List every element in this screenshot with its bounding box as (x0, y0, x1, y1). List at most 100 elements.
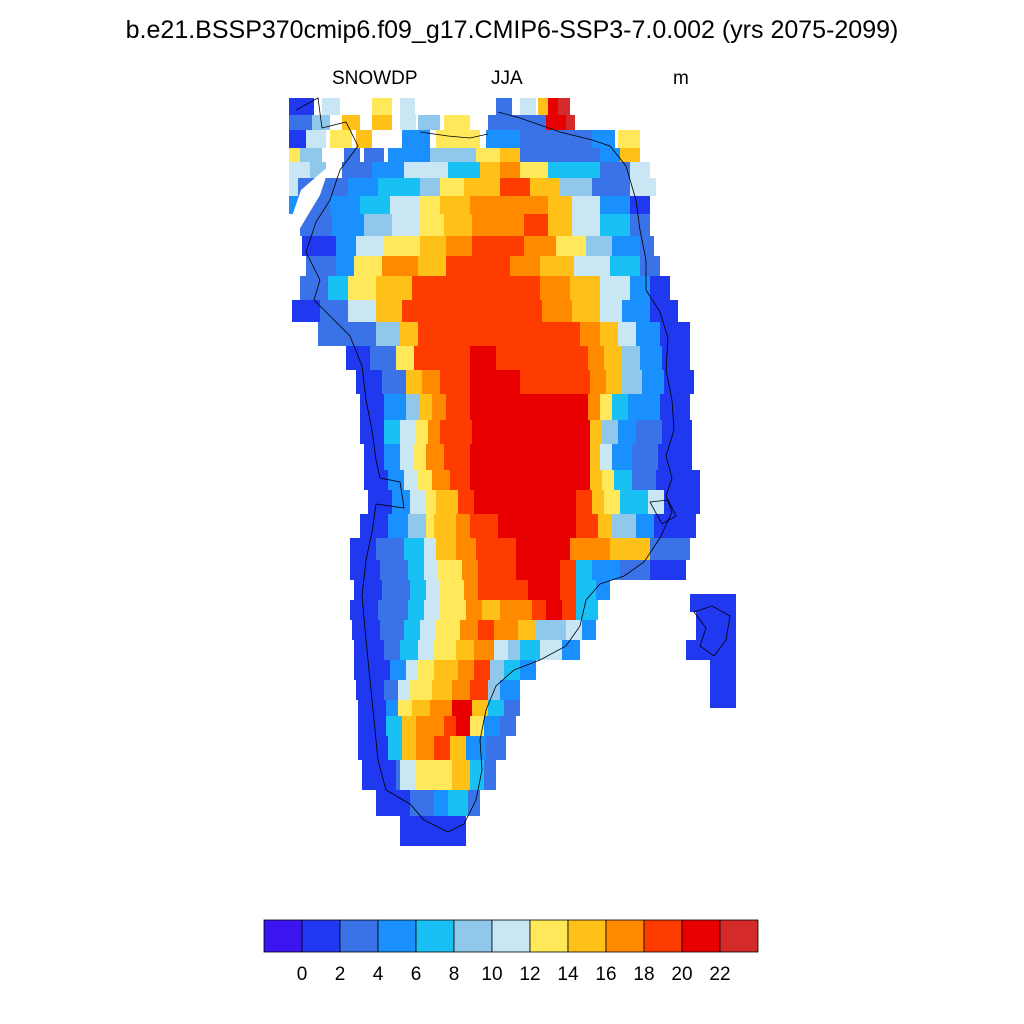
map-cell (696, 612, 736, 640)
map-cell (434, 660, 458, 680)
map-cell (600, 214, 630, 236)
map-cell (600, 322, 618, 346)
map-cell (420, 196, 440, 214)
map-cell (520, 394, 588, 420)
map-cell (436, 538, 456, 560)
map-cell (406, 394, 420, 420)
map-cell (500, 600, 532, 620)
map-cell (478, 560, 492, 580)
map-cell (620, 490, 648, 514)
map-cell (590, 470, 602, 490)
map-cell (630, 196, 650, 214)
map-cell (420, 236, 446, 256)
map-cell (604, 346, 622, 370)
map-cell (576, 580, 596, 600)
map-cell (372, 162, 404, 178)
map-cell (396, 760, 402, 790)
map-cell (358, 700, 386, 716)
map-cell (400, 760, 416, 790)
map-cell (470, 680, 488, 700)
map-cell (404, 620, 420, 640)
map-cell (456, 514, 470, 538)
map-cell (432, 394, 446, 420)
map-cell (426, 444, 444, 470)
map-cell (630, 276, 650, 300)
map-cell (528, 580, 560, 600)
units-label: m (673, 68, 689, 89)
map-cell (452, 760, 470, 790)
map-cell (476, 538, 500, 560)
map-cell (516, 538, 570, 560)
map-cell (360, 394, 384, 420)
map-cell (376, 276, 412, 300)
colorbar-tick-label: 14 (557, 964, 579, 985)
map-cell (348, 300, 376, 322)
map-cell (510, 256, 540, 276)
map-cell (636, 420, 662, 444)
map-cell (548, 98, 558, 115)
map-cell (470, 514, 498, 538)
map-cell (488, 115, 546, 130)
map-cell (542, 300, 572, 322)
map-cell (289, 98, 314, 115)
coastline (693, 605, 731, 657)
map-cell (520, 98, 536, 115)
map-cell (586, 236, 612, 256)
map-cell (500, 538, 516, 560)
map-cell (440, 178, 464, 196)
map-cell (530, 178, 560, 196)
map-cell (392, 214, 420, 236)
map-cell (484, 760, 496, 790)
map-cell (402, 716, 416, 736)
map-cell (620, 560, 650, 580)
colorbar-tick-label: 22 (709, 964, 730, 985)
map-cell (498, 514, 576, 538)
map-cell (576, 490, 592, 514)
map-cell (402, 736, 416, 760)
map-cell (356, 236, 384, 256)
map-cell (384, 236, 420, 256)
map-cell (414, 346, 438, 370)
map-cell (360, 196, 390, 214)
map-cell (590, 370, 606, 394)
map-cell (470, 370, 520, 394)
map-cell (306, 256, 336, 276)
map-cell (356, 680, 384, 700)
map-cell (330, 130, 352, 148)
colorbar-tick-label: 2 (335, 964, 346, 985)
map-cell (400, 115, 416, 130)
map-cell (476, 256, 510, 276)
map-cell (570, 276, 600, 300)
map-cell (628, 394, 660, 420)
map-cell (336, 256, 354, 276)
map-cell (382, 370, 406, 394)
map-cell (404, 538, 424, 560)
map-cell (478, 580, 500, 600)
map-cell (462, 560, 478, 580)
map-cell (500, 680, 520, 700)
map-cell (292, 300, 320, 322)
map-cell (416, 736, 434, 760)
map-cell (376, 322, 400, 346)
colorbar-swatch (643, 919, 683, 953)
map-cell (448, 162, 480, 178)
map-cell (622, 346, 640, 370)
map-cell (398, 680, 410, 700)
map-cell (402, 130, 430, 148)
map-cell (356, 130, 372, 148)
map-cell (464, 178, 500, 196)
map-cell (500, 580, 528, 600)
map-cell (658, 444, 692, 470)
colorbar-swatch (719, 919, 759, 953)
map-cell (289, 162, 310, 178)
map-cell (416, 420, 428, 444)
map-cell (448, 790, 468, 816)
map-cell (376, 300, 402, 322)
map-cell (600, 276, 630, 300)
map-cell (602, 420, 618, 444)
map-cell (456, 538, 476, 560)
map-cell (358, 736, 388, 760)
map-cell (440, 370, 470, 394)
map-cell (500, 716, 516, 736)
